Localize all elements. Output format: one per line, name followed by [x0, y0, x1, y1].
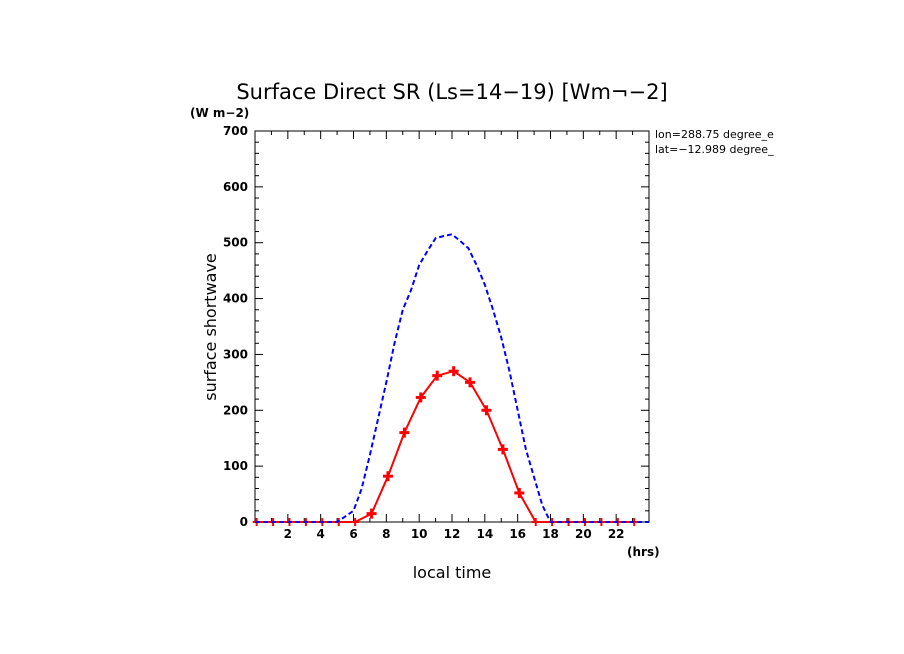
data-point	[448, 366, 459, 377]
x-tick-label: 6	[349, 527, 357, 541]
x-tick-label: 20	[575, 527, 592, 541]
y-tick-labels: 0 100 200 300 400 500 600 700	[223, 124, 248, 529]
x-tick-label: 22	[608, 527, 625, 541]
y-ticks	[255, 141, 649, 512]
y-tick-label: 300	[223, 347, 248, 361]
lat-annotation: lat=−12.989 degree_	[655, 143, 774, 156]
y-units-label: (W m−2)	[190, 106, 249, 120]
chart-title: Surface Direct SR (Ls=14−19) [Wm¬−2]	[236, 80, 667, 104]
y-tick-label: 0	[240, 515, 248, 529]
data-point	[399, 427, 410, 438]
data-point	[366, 508, 377, 519]
series-line-1	[255, 233, 649, 523]
x-tick-label: 12	[444, 527, 461, 541]
data-point	[351, 518, 360, 526]
data-point	[432, 370, 443, 381]
x-tick-label: 4	[316, 527, 324, 541]
data-point	[481, 405, 492, 416]
plot-frame	[254, 130, 650, 523]
y-tick-label: 200	[223, 403, 248, 417]
data-point	[514, 487, 525, 498]
x-tick-label: 14	[476, 527, 493, 541]
data-point	[497, 444, 508, 455]
y-tick-label: 500	[223, 236, 248, 250]
data-point	[531, 518, 540, 526]
series-line-0	[256, 370, 635, 523]
y-tick-label: 700	[223, 124, 248, 138]
x-axis-label: local time	[413, 563, 492, 582]
x-tick-label: 8	[382, 527, 390, 541]
x-tick-labels: 2 4 6 8 10 12 14 16 18 20 22	[284, 527, 625, 541]
y-tick-label: 400	[223, 292, 248, 306]
data-point	[465, 377, 476, 388]
x-tick-label: 16	[509, 527, 526, 541]
data-point	[415, 392, 426, 403]
series-layer	[252, 233, 649, 526]
x-tick-label: 10	[411, 527, 428, 541]
x-ticks	[270, 131, 634, 522]
y-tick-label: 600	[223, 180, 248, 194]
x-units-label: (hrs)	[627, 545, 660, 559]
data-point	[382, 471, 393, 482]
x-tick-label: 2	[284, 527, 292, 541]
lon-annotation: lon=288.75 degree_e	[655, 128, 774, 141]
x-tick-label: 18	[542, 527, 559, 541]
y-tick-label: 100	[223, 459, 248, 473]
y-axis-label: surface shortwave	[201, 253, 220, 401]
